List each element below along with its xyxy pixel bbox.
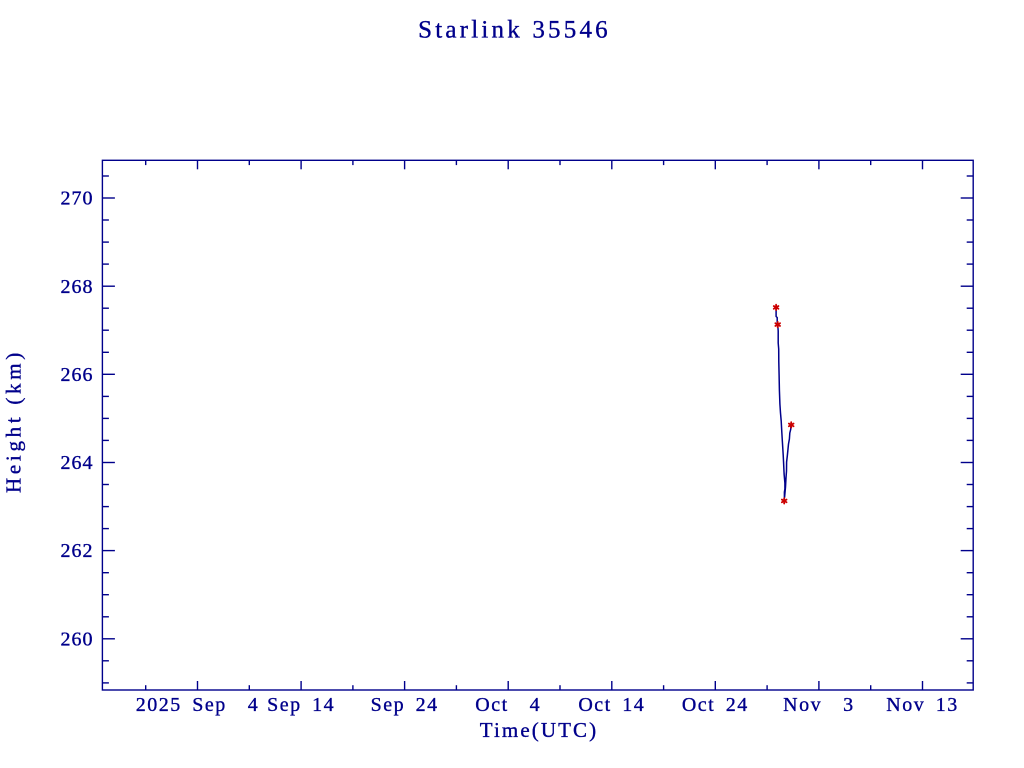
svg-text:Oct 14: Oct 14 [578, 694, 645, 716]
svg-text:2025 Sep 4: 2025 Sep 4 [136, 694, 260, 716]
svg-text:268: 268 [61, 276, 94, 298]
svg-text:260: 260 [61, 628, 94, 650]
svg-text:Sep 14: Sep 14 [267, 694, 335, 716]
svg-text:Nov 13: Nov 13 [886, 694, 958, 716]
svg-text:Starlink 35546: Starlink 35546 [418, 17, 611, 44]
svg-text:Nov 3: Nov 3 [783, 694, 854, 716]
svg-text:Time(UTC): Time(UTC) [480, 718, 598, 742]
svg-text:Sep 24: Sep 24 [371, 694, 439, 716]
svg-text:264: 264 [61, 452, 94, 474]
svg-text:262: 262 [61, 540, 94, 562]
svg-text:Oct 24: Oct 24 [682, 694, 749, 716]
svg-text:Oct 4: Oct 4 [475, 694, 541, 716]
svg-text:270: 270 [61, 188, 94, 210]
svg-text:Height (km): Height (km) [1, 349, 25, 493]
svg-text:266: 266 [61, 364, 94, 386]
